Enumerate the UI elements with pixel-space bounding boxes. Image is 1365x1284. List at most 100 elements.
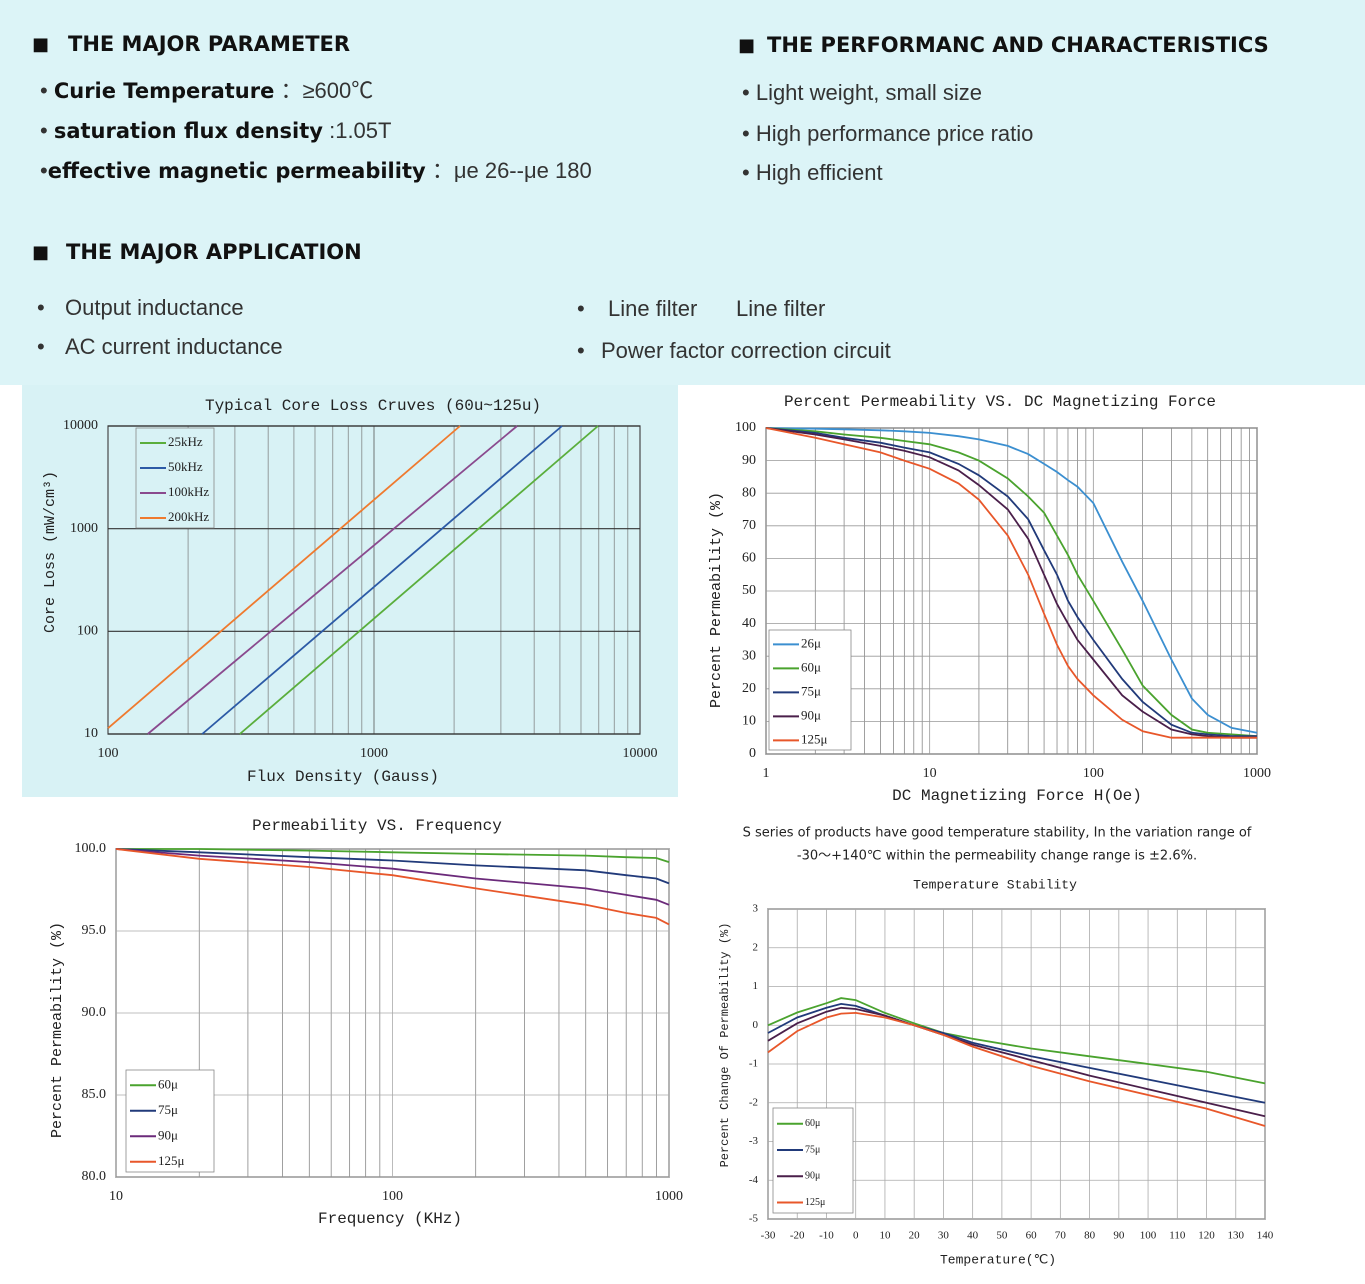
data-line [765, 427, 1257, 739]
application-item: Power factor correction circuit [601, 338, 891, 363]
y-tick-label: 85.0 [82, 1087, 107, 1102]
chart-title: Percent Permeability VS. DC Magnetizing … [784, 393, 1216, 411]
y-tick-label: 2 [753, 941, 759, 953]
legend-label: 75μ [158, 1102, 178, 1117]
y-tick-label: 1 [753, 980, 759, 992]
legend-box [768, 629, 852, 751]
y-tick-label: 60 [742, 551, 756, 566]
y-tick-label: 10 [84, 726, 98, 741]
x-tick-label: 120 [1198, 1230, 1215, 1242]
x-axis-label: Frequency (KHz) [318, 1210, 462, 1228]
legend-label: 75μ [805, 1144, 820, 1155]
x-tick-label: 0 [853, 1230, 859, 1242]
y-tick-label: -3 [749, 1135, 759, 1147]
item-text: Light weight, small size [756, 80, 982, 105]
parameter-label: effective magnetic permeability [48, 159, 426, 183]
x-axis-label: Temperature(℃) [940, 1252, 1056, 1267]
section-title: THE MAJOR APPLICATION [66, 240, 362, 264]
x-tick-label: 70 [1055, 1230, 1067, 1242]
legend-label: 26μ [801, 635, 821, 650]
performance-item: • High efficient [742, 160, 883, 185]
data-line [201, 425, 563, 735]
y-tick-label: 100 [735, 420, 756, 435]
data-line [147, 425, 518, 735]
x-tick-label: -30 [761, 1230, 776, 1242]
x-tick-label: -20 [790, 1230, 805, 1242]
y-tick-label: 40 [742, 616, 756, 631]
section-marker: ■ [32, 34, 49, 55]
y-tick-label: 20 [742, 681, 756, 696]
y-axis-label: Percent Permeability (%) [708, 492, 725, 708]
x-tick-label: 10 [109, 1189, 123, 1204]
data-line [116, 848, 670, 863]
performance-item: • High performance price ratio [742, 121, 1033, 146]
data-line [767, 1002, 1266, 1104]
data-line [765, 427, 1258, 734]
data-line [765, 427, 1257, 739]
legend-label: 200kHz [168, 509, 209, 524]
parameter-value: ：μe 26--μe 180 [432, 158, 592, 183]
y-tick-label: 30 [742, 648, 756, 663]
x-tick-label: 140 [1257, 1230, 1274, 1242]
bullet: • [577, 296, 585, 321]
section-marker: ■ [32, 242, 49, 263]
x-tick-label: 30 [938, 1230, 950, 1242]
legend-label: 125μ [158, 1153, 185, 1168]
legend-label: 90μ [801, 707, 821, 722]
y-axis-label: Percent Permeability (%) [49, 922, 66, 1138]
item-text: High performance price ratio [756, 121, 1034, 146]
legend-box [135, 427, 215, 529]
y-tick-label: 0 [749, 746, 756, 761]
data-line [239, 425, 599, 735]
x-tick-label: 50 [996, 1230, 1008, 1242]
section-title: THE PERFORMANC AND CHARACTERISTICS [767, 33, 1269, 57]
note: S series of products have good temperatu… [743, 826, 1252, 841]
data-line [115, 848, 670, 926]
application-item: Output inductance [65, 295, 244, 320]
x-tick-label: 10 [879, 1230, 891, 1242]
parameter-value: ：≥600℃ [280, 78, 373, 103]
bullet: • [37, 334, 45, 359]
chart-title: Permeability VS. Frequency [252, 817, 502, 835]
chart-title: Temperature Stability [913, 877, 1077, 892]
data-line [765, 427, 1258, 737]
x-tick-label: 20 [909, 1230, 921, 1242]
x-tick-label: 110 [1169, 1230, 1186, 1242]
data-line [115, 848, 670, 885]
y-tick-label: 70 [742, 518, 756, 533]
y-tick-label: 100.0 [75, 841, 107, 856]
application-item: Line filter [736, 296, 825, 321]
x-tick-label: 100 [1083, 766, 1104, 781]
legend-label: 50kHz [168, 459, 203, 474]
x-tick-label: 10 [923, 766, 937, 781]
y-tick-label: -1 [749, 1058, 758, 1070]
y-tick-label: 50 [742, 583, 756, 598]
legend-label: 60μ [158, 1076, 178, 1091]
legend-label: 90μ [805, 1171, 820, 1182]
x-tick-label: 10000 [623, 746, 658, 761]
data-line [765, 427, 1257, 737]
x-tick-label: 100 [98, 746, 119, 761]
legend-label: 25kHz [168, 434, 203, 449]
x-tick-label: 130 [1228, 1230, 1245, 1242]
x-tick-label: 1000 [655, 1189, 683, 1204]
y-tick-label: 10 [742, 714, 756, 729]
section-title: THE MAJOR PARAMETER [68, 32, 350, 56]
legend-label: 100kHz [168, 484, 209, 499]
header-background [0, 0, 1365, 385]
parameter-value: :1.05T [329, 118, 391, 143]
legend-label: 60μ [801, 659, 821, 674]
x-tick-label: 1000 [1243, 766, 1271, 781]
x-tick-label: 40 [967, 1230, 979, 1242]
section-marker: ■ [738, 35, 755, 56]
x-tick-label: 1 [763, 766, 770, 781]
y-tick-label: 80 [742, 485, 756, 500]
y-tick-label: 80.0 [82, 1169, 107, 1184]
y-tick-label: -5 [749, 1213, 759, 1225]
y-tick-label: 90.0 [82, 1005, 107, 1020]
parameter-label: saturation flux density [54, 119, 323, 143]
x-tick-label: 90 [1113, 1230, 1125, 1242]
legend-label: 75μ [801, 683, 821, 698]
x-axis-label: Flux Density (Gauss) [247, 768, 439, 786]
